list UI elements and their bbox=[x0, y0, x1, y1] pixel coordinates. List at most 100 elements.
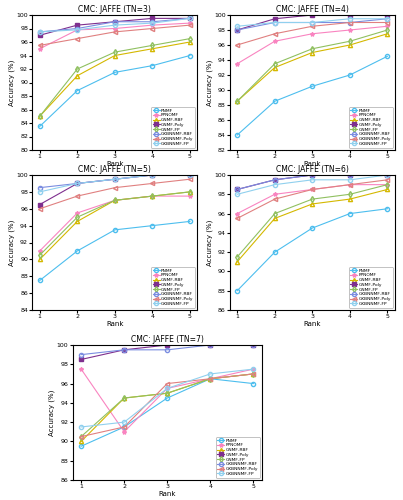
PNMF bbox=[187, 218, 192, 224]
GKBNNMF-RBF bbox=[235, 186, 240, 192]
GKBNNMF-RBF bbox=[235, 27, 240, 33]
GKBNNMF-FP bbox=[150, 172, 155, 178]
GNMF-RBF bbox=[208, 376, 213, 382]
GNMF-RBF bbox=[272, 64, 277, 70]
GKBNNMF-Poly bbox=[37, 42, 42, 48]
GNMF-FP bbox=[310, 196, 315, 202]
GKBNNMF-Poly bbox=[75, 36, 80, 42]
GKBNNMF-FP bbox=[235, 192, 240, 198]
Title: CMC: JAFFE (TN=6): CMC: JAFFE (TN=6) bbox=[276, 165, 349, 174]
Line: GKBNNMF-FP: GKBNNMF-FP bbox=[37, 173, 192, 194]
Line: GNMF-FP: GNMF-FP bbox=[235, 182, 390, 259]
FPNOMF bbox=[310, 31, 315, 37]
GNMF-Poly bbox=[112, 176, 117, 182]
FPNOMF bbox=[122, 429, 127, 435]
GKBNNMF-FP bbox=[347, 16, 352, 22]
GKBNNMF-FP bbox=[347, 177, 352, 183]
GNMF-Poly bbox=[165, 342, 170, 348]
Title: CMC: JAFFE (TN=3): CMC: JAFFE (TN=3) bbox=[79, 5, 151, 14]
GNMF-RBF bbox=[37, 256, 42, 262]
GNMF-FP bbox=[208, 376, 213, 382]
GKBNNMF-RBF bbox=[112, 18, 117, 24]
PNMF bbox=[37, 124, 42, 130]
PNMF bbox=[112, 70, 117, 75]
GKBNNMF-Poly bbox=[385, 20, 390, 26]
Y-axis label: Accuracy (%): Accuracy (%) bbox=[206, 60, 212, 106]
Line: FPNOMF: FPNOMF bbox=[37, 21, 192, 51]
Legend: PNMF, FPNOMF, GNMF-RBF, GNMF-Poly, GNMF-FP, GKBNNMF-RBF, GKBNNMF-Poly, GKBNNMF-F: PNMF, FPNOMF, GNMF-RBF, GNMF-Poly, GNMF-… bbox=[349, 266, 393, 308]
GNMF-FP bbox=[37, 252, 42, 258]
GKBNNMF-Poly bbox=[347, 20, 352, 26]
GNMF-RBF bbox=[79, 438, 83, 444]
GNMF-RBF bbox=[75, 218, 80, 224]
GKBNNMF-RBF bbox=[37, 184, 42, 190]
GKBNNMF-Poly bbox=[150, 180, 155, 186]
Legend: PNMF, FPNOMF, GNMF-RBF, GNMF-Poly, GNMF-FP, GKBNNMF-RBF, GKBNNMF-Poly, GKBNNMF-F: PNMF, FPNOMF, GNMF-RBF, GNMF-Poly, GNMF-… bbox=[151, 266, 195, 308]
FPNOMF bbox=[272, 192, 277, 198]
GNMF-Poly bbox=[385, 172, 390, 178]
GKBNNMF-FP bbox=[79, 424, 83, 430]
GKBNNMF-Poly bbox=[187, 22, 192, 28]
Y-axis label: Accuracy (%): Accuracy (%) bbox=[49, 390, 55, 436]
GKBNNMF-FP bbox=[112, 176, 117, 182]
GKBNNMF-Poly bbox=[347, 182, 352, 188]
GKBNNMF-RBF bbox=[75, 180, 80, 186]
Line: GNMF-FP: GNMF-FP bbox=[37, 36, 192, 118]
GKBNNMF-Poly bbox=[235, 42, 240, 48]
GKBNNMF-RBF bbox=[112, 176, 117, 182]
Title: CMC: JAFFE (TN=7): CMC: JAFFE (TN=7) bbox=[131, 335, 204, 344]
GNMF-Poly bbox=[272, 16, 277, 22]
FPNOMF bbox=[251, 366, 256, 372]
Line: GKBNNMF-Poly: GKBNNMF-Poly bbox=[37, 177, 192, 211]
PNMF bbox=[37, 278, 42, 283]
FPNOMF bbox=[187, 20, 192, 26]
Legend: PNMF, FPNOMF, GNMF-RBF, GNMF-Poly, GNMF-FP, GKBNNMF-RBF, GKBNNMF-Poly, GKBNNMF-F: PNMF, FPNOMF, GNMF-RBF, GNMF-Poly, GNMF-… bbox=[151, 106, 195, 148]
Line: GKBNNMF-RBF: GKBNNMF-RBF bbox=[235, 173, 390, 192]
GKBNNMF-FP bbox=[187, 16, 192, 22]
GKBNNMF-Poly bbox=[79, 434, 83, 440]
GKBNNMF-RBF bbox=[251, 342, 256, 348]
PNMF bbox=[385, 53, 390, 59]
FPNOMF bbox=[37, 46, 42, 52]
GKBNNMF-Poly bbox=[235, 216, 240, 222]
Line: GNMF-FP: GNMF-FP bbox=[79, 372, 256, 438]
Line: GNMF-Poly: GNMF-Poly bbox=[37, 173, 192, 206]
FPNOMF bbox=[75, 27, 80, 33]
Line: GKBNNMF-FP: GKBNNMF-FP bbox=[37, 16, 192, 34]
FPNOMF bbox=[310, 186, 315, 192]
GNMF-Poly bbox=[37, 32, 42, 38]
GKBNNMF-RBF bbox=[310, 20, 315, 26]
PNMF bbox=[165, 395, 170, 401]
PNMF bbox=[112, 227, 117, 233]
Line: PNMF: PNMF bbox=[79, 376, 256, 448]
GNMF-Poly bbox=[79, 356, 83, 362]
GNMF-FP bbox=[122, 395, 127, 401]
PNMF bbox=[187, 52, 192, 59]
Line: FPNOMF: FPNOMF bbox=[235, 182, 390, 216]
FPNOMF bbox=[208, 376, 213, 382]
FPNOMF bbox=[187, 193, 192, 199]
GNMF-FP bbox=[385, 182, 390, 188]
PNMF bbox=[310, 225, 315, 231]
Line: GNMF-Poly: GNMF-Poly bbox=[235, 173, 390, 192]
GNMF-FP bbox=[235, 98, 240, 104]
Line: GKBNNMF-RBF: GKBNNMF-RBF bbox=[37, 173, 192, 190]
GKBNNMF-Poly bbox=[310, 23, 315, 29]
GNMF-FP bbox=[272, 210, 277, 216]
GNMF-FP bbox=[310, 46, 315, 52]
GNMF-FP bbox=[187, 189, 192, 195]
GNMF-FP bbox=[235, 254, 240, 260]
GNMF-FP bbox=[75, 66, 80, 72]
Line: GNMF-RBF: GNMF-RBF bbox=[37, 40, 192, 118]
GNMF-Poly bbox=[310, 12, 315, 18]
GKBNNMF-Poly bbox=[150, 26, 155, 32]
Line: FPNOMF: FPNOMF bbox=[37, 194, 192, 253]
GKBNNMF-FP bbox=[272, 182, 277, 188]
GKBNNMF-RBF bbox=[79, 352, 83, 358]
GNMF-RBF bbox=[75, 72, 80, 78]
FPNOMF bbox=[75, 210, 80, 216]
Line: FPNOMF: FPNOMF bbox=[235, 24, 390, 66]
GKBNNMF-Poly bbox=[272, 196, 277, 202]
GNMF-FP bbox=[37, 113, 42, 119]
GKBNNMF-RBF bbox=[310, 172, 315, 178]
